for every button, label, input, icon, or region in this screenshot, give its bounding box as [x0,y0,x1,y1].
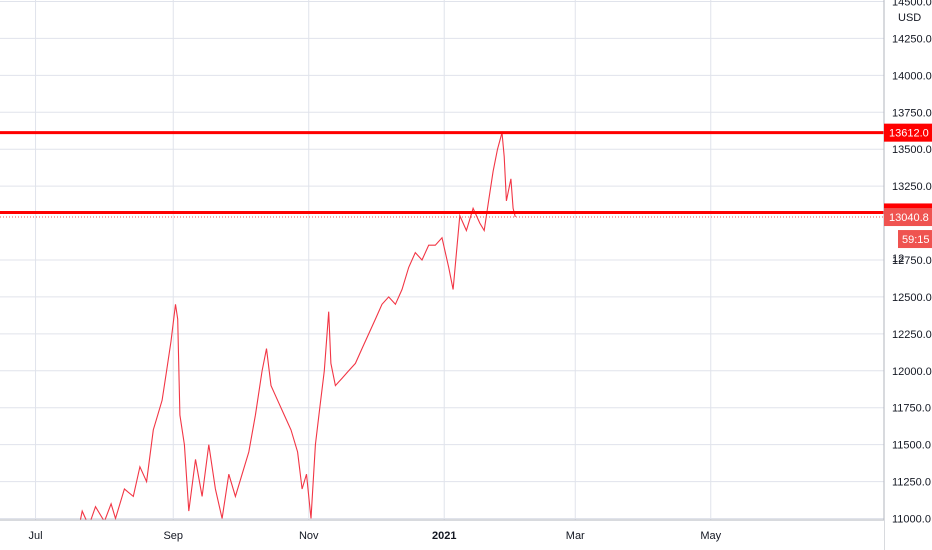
y-tick-label: 13750.0 [892,107,932,119]
y-tick-label: 13500.0 [892,144,932,156]
y-tick-label: 12500.0 [892,292,932,304]
y-tick-label: 11500.0 [892,440,931,452]
x-tick-label: Mar [566,530,585,542]
last-price-tag [884,208,932,227]
y-tick-label: 12000.0 [892,366,932,378]
series-layer [77,132,516,534]
y-tick-label: 14500.0 [892,0,932,8]
y-tick-label: 12250.0 [892,329,932,341]
countdown-label: 59:15 [902,234,930,246]
y-tick-label: 12750.0 [892,255,932,267]
y-axis-ticks: 14500.0 14250.0 14000.0 13750.0 13500.0 13250… [892,0,932,526]
y-tick-label: 11000.0 [892,514,931,526]
last-price-tag-label: 13040.8 [889,212,929,224]
x-tick-label: 2021 [432,530,456,542]
x-tick-label: May [700,530,721,542]
horizontal-line-tag-label: 13612.0 [889,128,929,140]
horizontal-line-tag [884,123,932,142]
y-tick-label: 11750.0 [892,403,931,415]
countdown-tag [898,230,932,249]
currency-label: USD [898,12,921,24]
y-tick-label: 14250.0 [892,33,932,45]
x-tick-label: Jul [29,530,43,542]
price-series-line [77,132,516,534]
y-tick-label: 11250.0 [892,477,931,489]
axis-label-partial: 12 [892,253,904,265]
y-tick-label: 14000.0 [892,70,932,82]
chart-grid [0,0,884,520]
x-axis-ticks: Jul Sep Nov 2021 Mar May [29,530,722,542]
horizontal-lines [0,131,884,218]
y-tick-label: 13250.0 [892,181,932,193]
price-tags: 13612.013071.913040.859:15 [884,123,932,249]
time-axis-background[interactable] [0,520,884,550]
x-tick-label: Sep [163,530,183,542]
price-axis-background[interactable] [884,0,932,520]
x-tick-label: Nov [299,530,319,542]
